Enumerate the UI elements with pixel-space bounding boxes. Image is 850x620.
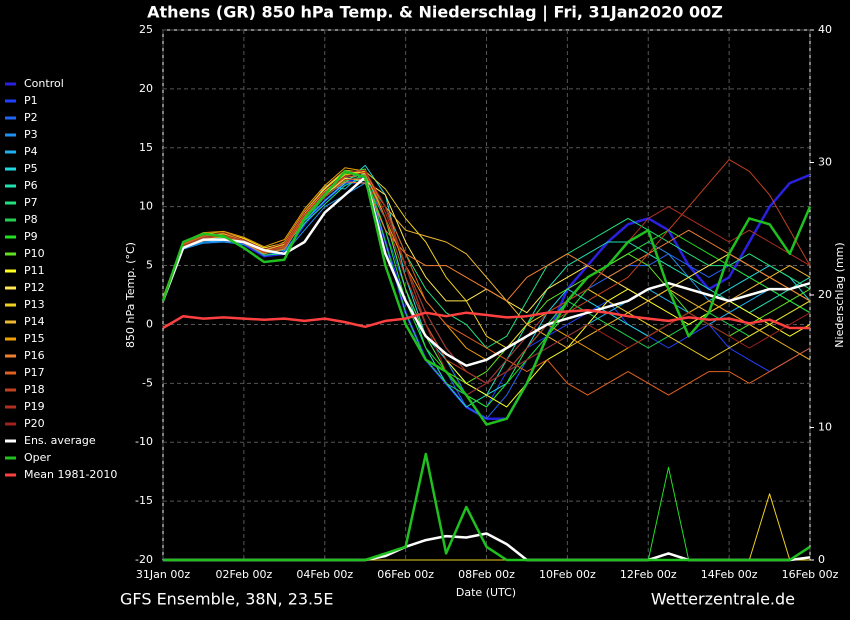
series-line — [162, 309, 810, 330]
legend-label: P2 — [24, 111, 38, 124]
legend-label: P16 — [24, 349, 45, 362]
series-line — [162, 169, 811, 349]
y-tick-label: -5 — [142, 376, 153, 389]
legend-label: P20 — [24, 417, 45, 430]
legend-label: P11 — [24, 264, 45, 277]
y-tick-label: 15 — [139, 141, 153, 154]
legend-label: P17 — [24, 366, 45, 379]
legend-label: P4 — [24, 145, 38, 158]
legend-label: P19 — [24, 400, 45, 413]
legend-label: P14 — [24, 315, 45, 328]
chart-title: Athens (GR) 850 hPa Temp. & Niederschlag… — [147, 3, 723, 23]
y2-tick-label: 20 — [818, 288, 832, 301]
y-axis-label: 850 hPa Temp. (°C) — [124, 242, 137, 348]
legend-label: P12 — [24, 281, 45, 294]
y2-tick-label: 10 — [818, 421, 832, 434]
legend-label: P13 — [24, 298, 45, 311]
legend-label: P8 — [24, 213, 38, 226]
series-line — [161, 170, 812, 426]
x-tick-label: 16Feb 00z — [782, 568, 839, 581]
y-tick-label: 20 — [139, 82, 153, 95]
y-tick-label: 0 — [146, 317, 153, 330]
x-tick-label: 31Jan 00z — [136, 568, 190, 581]
y2-tick-label: 0 — [818, 553, 825, 566]
legend-label: Oper — [24, 451, 51, 464]
footer-left: GFS Ensemble, 38N, 23.5E — [120, 590, 333, 609]
legend-label: P18 — [24, 383, 45, 396]
legend-label: Control — [24, 77, 64, 90]
y-tick-label: 25 — [139, 23, 153, 36]
x-axis-label: Date (UTC) — [456, 586, 516, 599]
y-tick-label: -20 — [135, 553, 153, 566]
legend-label: P10 — [24, 247, 45, 260]
x-tick-label: 06Feb 00z — [377, 568, 434, 581]
footer-right: Wetterzentrale.de — [651, 590, 795, 609]
y2-tick-label: 30 — [818, 156, 832, 169]
y2-tick-label: 40 — [818, 23, 832, 36]
x-tick-label: 02Feb 00z — [216, 568, 273, 581]
series-line — [162, 170, 811, 408]
precip-line — [163, 452, 811, 562]
legend-label: P1 — [24, 94, 38, 107]
y-tick-label: -10 — [135, 435, 153, 448]
legend-label: P6 — [24, 179, 38, 192]
y-tick-label: -15 — [135, 494, 153, 507]
legend-label: Mean 1981-2010 — [24, 468, 117, 481]
x-tick-label: 08Feb 00z — [458, 568, 515, 581]
legend-label: P7 — [24, 196, 38, 209]
x-tick-label: 12Feb 00z — [620, 568, 677, 581]
x-tick-label: 10Feb 00z — [539, 568, 596, 581]
legend-label: P15 — [24, 332, 45, 345]
legend-label: P3 — [24, 128, 38, 141]
legend-label: P5 — [24, 162, 38, 175]
y-tick-label: 5 — [146, 259, 153, 272]
y2-axis-label: Niederschlag (mm) — [833, 242, 846, 347]
series-line — [161, 175, 811, 367]
legend-label: P9 — [24, 230, 38, 243]
legend-label: Ens. average — [24, 434, 96, 447]
x-tick-label: 14Feb 00z — [701, 568, 758, 581]
x-tick-label: 04Feb 00z — [296, 568, 353, 581]
y-tick-label: 10 — [139, 200, 153, 213]
